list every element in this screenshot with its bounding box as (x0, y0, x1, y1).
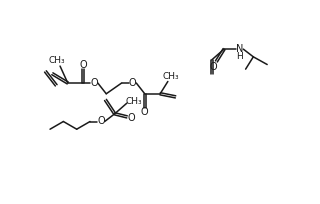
Text: O: O (141, 107, 148, 117)
Text: CH₃: CH₃ (49, 56, 65, 65)
Text: N: N (236, 44, 243, 54)
Text: CH₃: CH₃ (126, 97, 142, 106)
Text: O: O (79, 60, 87, 70)
Text: O: O (90, 78, 98, 88)
Text: O: O (210, 62, 217, 72)
Text: O: O (129, 78, 136, 88)
Text: H: H (236, 52, 243, 61)
Text: CH₃: CH₃ (163, 72, 179, 81)
Text: O: O (127, 113, 135, 123)
Text: O: O (97, 116, 105, 126)
